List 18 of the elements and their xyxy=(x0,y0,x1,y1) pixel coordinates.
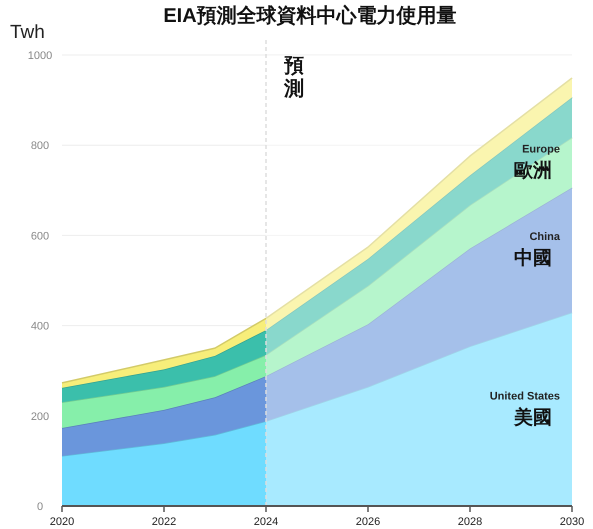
x-tick-label: 2020 xyxy=(50,516,74,528)
series-label: Europe 歐洲 xyxy=(514,144,560,182)
y-tick-label: 800 xyxy=(30,140,50,152)
x-tick-label: 2028 xyxy=(458,516,482,528)
x-tick-label: 2024 xyxy=(254,516,278,528)
ref-line-label: 預測 xyxy=(283,55,304,100)
x-tick-label: 2030 xyxy=(560,516,584,528)
y-tick-label: 600 xyxy=(30,230,50,242)
x-tick-label: 2022 xyxy=(152,516,176,528)
x-tick-label: 2026 xyxy=(356,516,380,528)
series-label: United States 美國 xyxy=(490,390,560,428)
y-tick-label: 200 xyxy=(30,410,50,423)
y-tick-label: 0 xyxy=(36,501,44,513)
y-tick-label: 1000 xyxy=(28,50,52,62)
y-tick-label: 400 xyxy=(30,320,50,333)
chart-title: EIA預測全球資料中心電力使用量 xyxy=(163,4,457,27)
series-label: China 中國 xyxy=(514,231,561,270)
y-axis-title: Twh xyxy=(10,22,45,43)
